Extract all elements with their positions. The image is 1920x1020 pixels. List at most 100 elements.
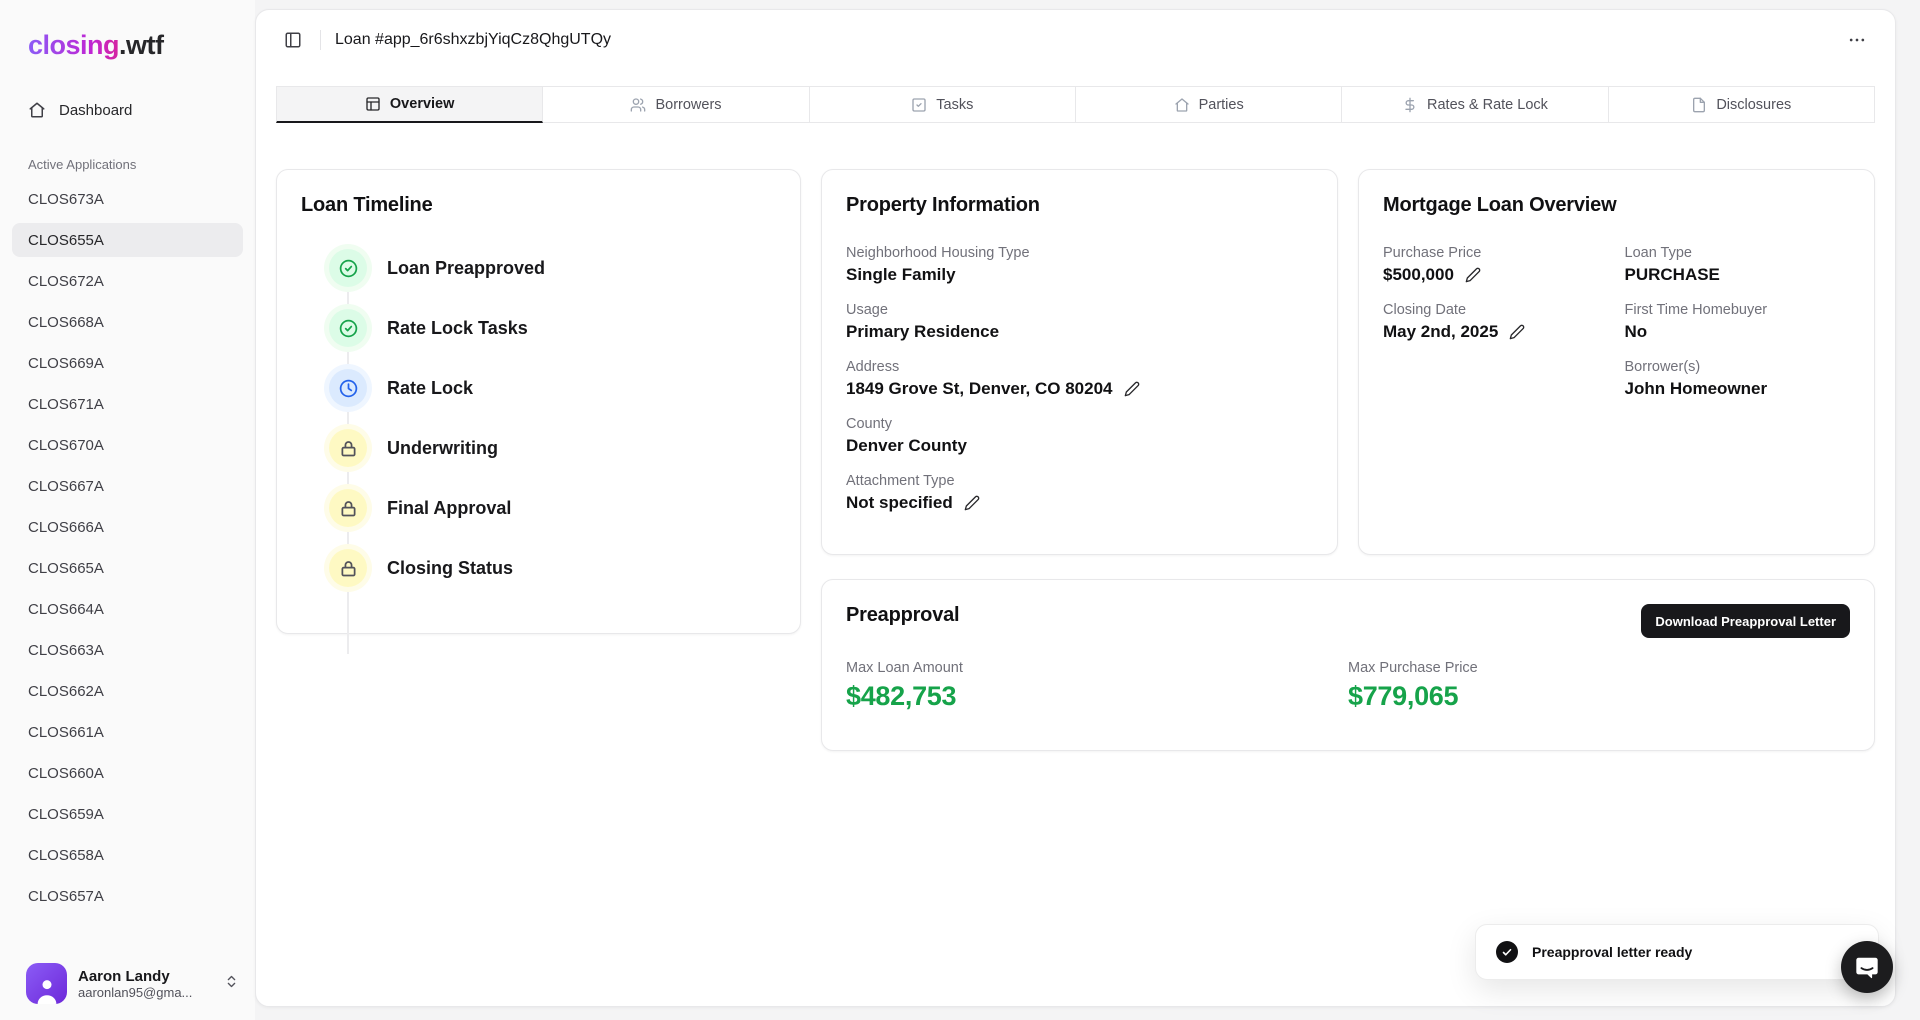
- sidebar-app-item-active[interactable]: CLOS655A: [12, 223, 243, 257]
- sidebar-app-item[interactable]: CLOS658A: [28, 846, 104, 864]
- timeline-step-underwriting: Underwriting: [329, 429, 776, 467]
- tab-borrowers[interactable]: Borrowers: [543, 86, 810, 123]
- sidebar-app-item[interactable]: CLOS669A: [28, 354, 104, 372]
- check-square-icon: [912, 97, 926, 112]
- sidebar-app-item[interactable]: CLOS663A: [28, 641, 104, 659]
- chevron-up-down-icon: [224, 974, 239, 994]
- sidebar-app-item[interactable]: CLOS662A: [28, 682, 104, 700]
- tab-bar: Overview Borrowers Tasks Parties Rates &…: [276, 86, 1875, 123]
- tab-overview[interactable]: Overview: [276, 86, 544, 123]
- check-circle-icon: [329, 249, 367, 287]
- sidebar-app-item[interactable]: CLOS659A: [28, 805, 104, 823]
- mortgage-loan-overview-card: Mortgage Loan Overview Purchase Price $5…: [1358, 169, 1875, 555]
- logo-brand: closing: [28, 30, 120, 60]
- chat-bubble-icon: [1856, 957, 1878, 979]
- field-value: Primary Residence: [846, 322, 1000, 341]
- edit-closing-date-button[interactable]: [1509, 324, 1525, 340]
- step-label: Final Approval: [387, 497, 512, 518]
- step-label: Closing Status: [387, 557, 514, 578]
- timeline-step-loan-preapproved: Loan Preapproved: [329, 249, 776, 287]
- step-label: Loan Preapproved: [387, 257, 546, 278]
- field-label: Borrower(s): [1624, 359, 1701, 375]
- lock-icon: [329, 489, 367, 527]
- field-label: Loan Type: [1624, 245, 1692, 261]
- chat-launcher-button[interactable]: [1841, 941, 1893, 993]
- sidebar-app-item[interactable]: CLOS660A: [28, 764, 104, 782]
- tab-label: Disclosures: [1716, 96, 1792, 113]
- edit-address-button[interactable]: [1124, 381, 1140, 397]
- sidebar-app-item[interactable]: CLOS670A: [28, 436, 104, 454]
- sidebar-toggle-button[interactable]: [280, 27, 306, 53]
- card-title: Property Information: [846, 194, 1040, 216]
- pencil-icon: [1465, 267, 1481, 283]
- download-preapproval-letter-button[interactable]: Download Preapproval Letter: [1641, 604, 1850, 638]
- field-label: First Time Homebuyer: [1624, 302, 1768, 318]
- lock-icon: [329, 549, 367, 587]
- user-name: Aaron Landy: [78, 967, 170, 985]
- max-loan-amount: Max Loan Amount $482,753: [846, 660, 1348, 712]
- tab-parties[interactable]: Parties: [1075, 86, 1343, 123]
- step-label: Underwriting: [387, 437, 498, 458]
- pencil-icon: [1509, 324, 1525, 340]
- field-first-time-homebuyer: First Time Homebuyer No: [1625, 302, 1851, 342]
- field-county: County Denver County: [846, 416, 1313, 456]
- tab-disclosures[interactable]: Disclosures: [1608, 86, 1875, 123]
- user-email: aaronlan95@gma...: [78, 984, 193, 1000]
- field-attachment-type: Attachment Type Not specified: [846, 473, 1313, 513]
- tab-rates[interactable]: Rates & Rate Lock: [1342, 86, 1609, 123]
- field-label: Neighborhood Housing Type: [846, 245, 1030, 261]
- sidebar-item-dashboard[interactable]: Dashboard: [12, 93, 243, 127]
- step-label: Rate Lock: [387, 377, 474, 398]
- field-value: Denver County: [846, 436, 967, 455]
- sidebar-app-item[interactable]: CLOS673A: [28, 190, 104, 208]
- tab-label: Borrowers: [655, 96, 722, 113]
- field-label: Closing Date: [1383, 302, 1467, 318]
- user-menu[interactable]: Aaron Landy aaronlan95@gma...: [0, 963, 255, 1020]
- preapproval-card: Preapproval Download Preapproval Letter …: [821, 579, 1875, 751]
- field-value: Single Family: [846, 265, 956, 284]
- active-applications-label: Active Applications: [28, 157, 137, 172]
- sidebar-app-item[interactable]: CLOS668A: [28, 313, 104, 331]
- home-icon: [1174, 97, 1189, 112]
- more-options-button[interactable]: [1843, 26, 1871, 54]
- sidebar-app-item[interactable]: CLOS657A: [28, 887, 104, 905]
- field-label: County: [846, 416, 892, 432]
- tab-label: Parties: [1198, 96, 1244, 113]
- overview-content: Loan Timeline Loan Preapproved Rate Lock…: [256, 123, 1895, 751]
- sidebar-item-label: Dashboard: [59, 101, 133, 119]
- field-label: Max Loan Amount: [846, 660, 963, 676]
- tab-tasks[interactable]: Tasks: [809, 86, 1076, 123]
- field-value: May 2nd, 2025: [1383, 322, 1499, 341]
- sidebar-app-item[interactable]: CLOS671A: [28, 395, 104, 413]
- page-title: Loan #app_6r6shxzbjYiqCz8QhgUTQy: [335, 31, 612, 48]
- sidebar-app-item[interactable]: CLOS665A: [28, 559, 104, 577]
- timeline-step-closing-status: Closing Status: [329, 549, 776, 587]
- field-loan-type: Loan Type PURCHASE: [1625, 245, 1851, 285]
- pencil-icon: [964, 495, 980, 511]
- tab-label: Overview: [389, 96, 455, 112]
- sidebar-app-item[interactable]: CLOS666A: [28, 518, 104, 536]
- sidebar: closing.wtf Dashboard Active Application…: [0, 0, 255, 1020]
- card-title: Loan Timeline: [301, 194, 433, 216]
- check-circle-icon: [329, 309, 367, 347]
- home-icon: [29, 102, 45, 118]
- field-label: Max Purchase Price: [1348, 660, 1478, 676]
- app-logo[interactable]: closing.wtf: [28, 30, 255, 61]
- sidebar-app-item[interactable]: CLOS667A: [28, 477, 104, 495]
- card-title: Preapproval: [846, 604, 960, 626]
- field-neighborhood-housing-type: Neighborhood Housing Type Single Family: [846, 245, 1313, 285]
- pencil-icon: [1124, 381, 1139, 397]
- sidebar-app-item[interactable]: CLOS672A: [28, 272, 104, 290]
- tab-label: Tasks: [936, 96, 974, 113]
- field-value: $500,000: [1383, 265, 1454, 284]
- property-information-card: Property Information Neighborhood Housin…: [821, 169, 1338, 555]
- sidebar-app-item[interactable]: CLOS661A: [28, 723, 104, 741]
- user-meta: Aaron Landy aaronlan95@gma...: [78, 968, 213, 1000]
- main-header: Loan #app_6r6shxzbjYiqCz8QhgUTQy: [256, 10, 1895, 70]
- edit-attachment-type-button[interactable]: [964, 495, 980, 511]
- tab-label: Rates & Rate Lock: [1427, 96, 1548, 113]
- users-icon: [631, 97, 646, 112]
- edit-purchase-price-button[interactable]: [1465, 267, 1481, 283]
- sidebar-app-item[interactable]: CLOS664A: [28, 600, 104, 618]
- card-title: Mortgage Loan Overview: [1383, 194, 1617, 216]
